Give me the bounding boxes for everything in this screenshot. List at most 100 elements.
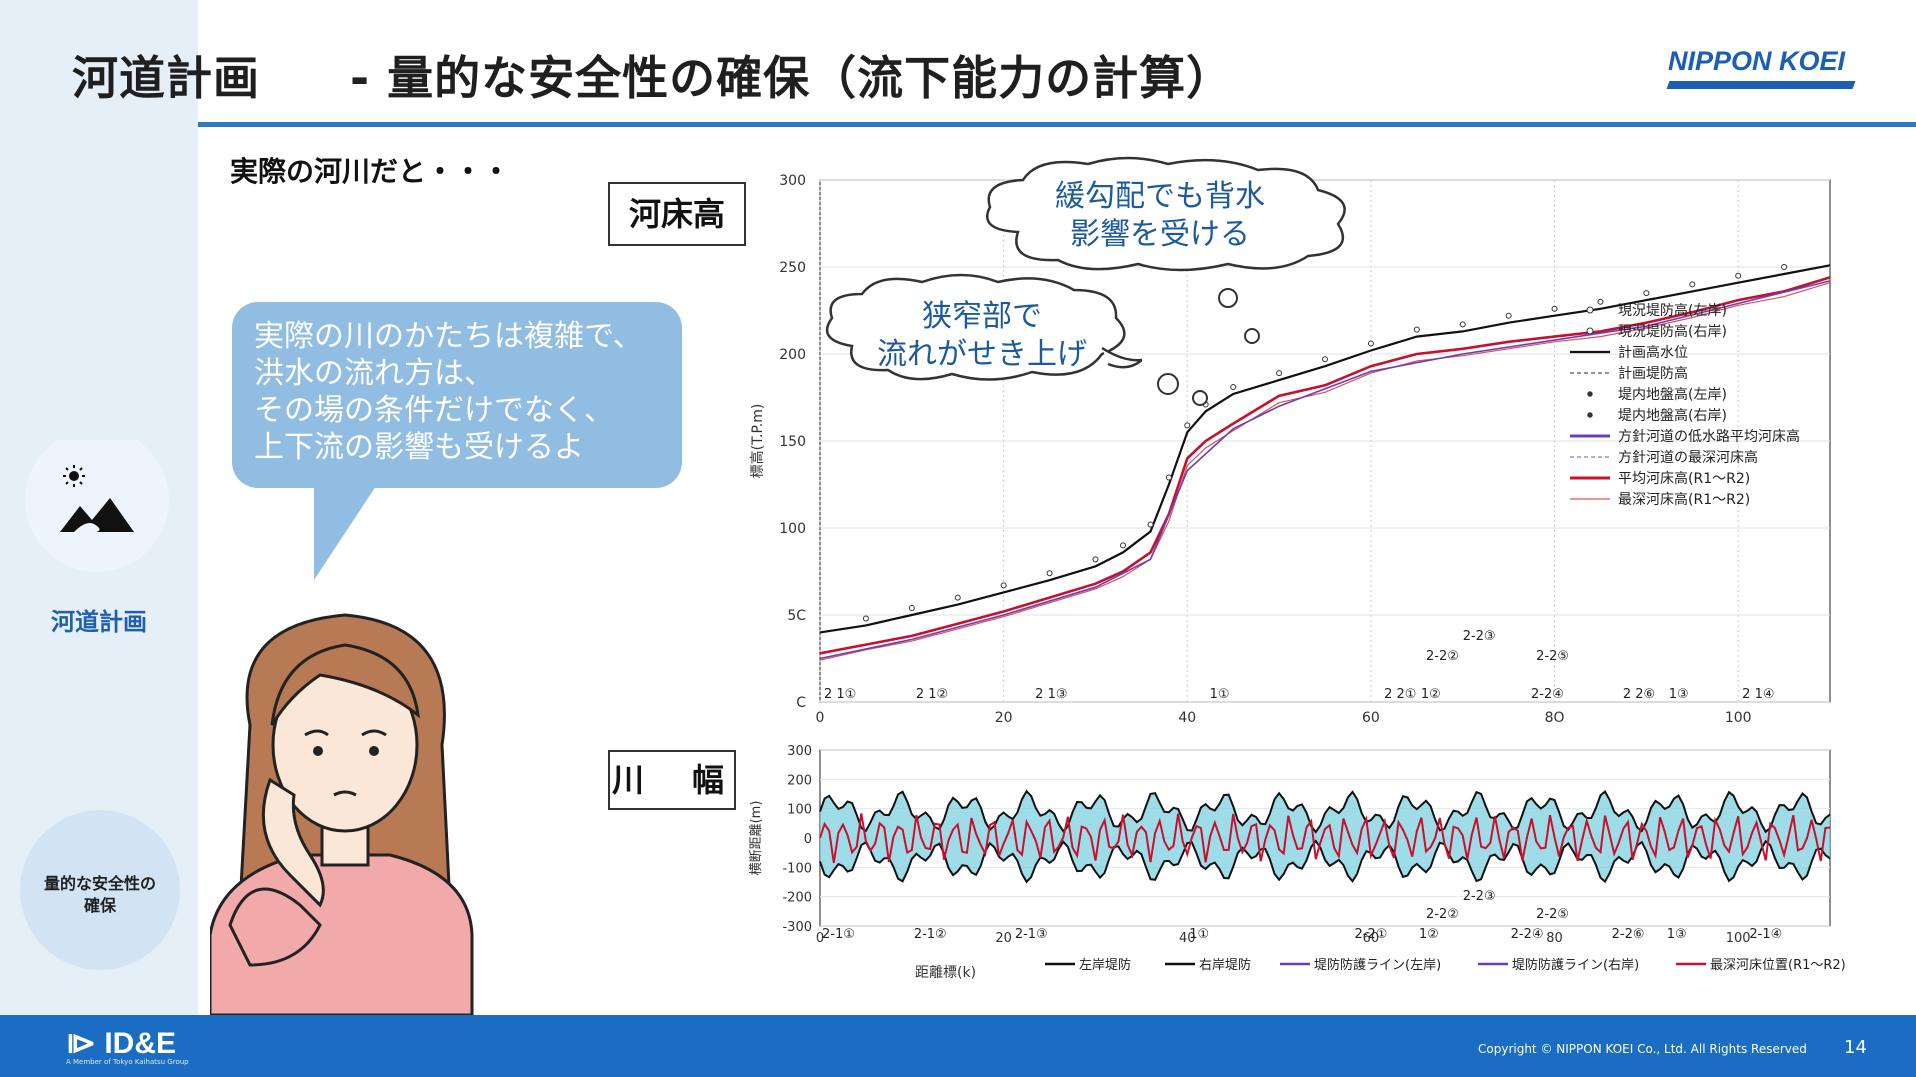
river-width-label: 川 幅: [608, 750, 736, 810]
cloud2-line-1: 狭窄部で: [922, 299, 1042, 334]
legend-label: 堤防防護ライン(左岸): [1314, 957, 1441, 973]
x-tick-label: 80: [1546, 931, 1563, 946]
river-planning-icon[interactable]: [12, 440, 182, 580]
levee-point: [1147, 521, 1154, 528]
thought-bubbles: [1157, 288, 1260, 406]
levee-point: [1092, 556, 1099, 563]
river-width-chart: -300 -200 -100 0 100 200 300 0 20 40 60 80 100 横断距離(m…: [749, 744, 1846, 981]
segment-label: 2-1③: [1015, 927, 1048, 942]
levee-point: [1459, 321, 1466, 328]
levee-point: [1781, 264, 1788, 270]
levee-point: [1735, 272, 1742, 279]
levee-point: [1597, 298, 1604, 305]
speech-bubble: [232, 302, 682, 488]
ide-logo: ⧐ ID&E: [66, 1026, 176, 1061]
riverbed-label: 河床高: [608, 182, 746, 246]
levee-point: [1230, 384, 1237, 391]
sidebar-item-safety-line2: 確保: [83, 896, 116, 915]
legend-label: 堤内地盤高(左岸): [1618, 386, 1727, 403]
levee-point: [1367, 340, 1374, 347]
y-tick-label: 200: [779, 347, 806, 363]
legend-label: 左岸堤防: [1079, 957, 1131, 973]
constriction-cloud: [826, 273, 1142, 381]
segment-label: 1②: [1419, 927, 1439, 942]
segment-label: 2 2①: [1384, 687, 1416, 702]
legend-label: 現況堤防高(右岸): [1618, 323, 1727, 340]
footer-bar: [0, 1015, 1916, 1077]
page-title: 河道計画 - 量的な安全性の確保（流下能力の計算）: [72, 42, 1233, 108]
speech-line-2: 洪水の流れ方は、: [254, 356, 494, 391]
speech-bubble-tail: [314, 480, 380, 580]
legend-swatch: [1587, 391, 1593, 397]
legend-label: 堤内地盤高(右岸): [1618, 407, 1727, 424]
segment-label-upper: 2-2⑤: [1536, 649, 1569, 664]
speech-line-1: 実際の川のかたちは複雑で、: [254, 319, 643, 354]
legend-label: 現況堤防高(左岸): [1618, 302, 1727, 319]
levee-point: [1413, 326, 1420, 333]
title-divider: [198, 122, 1916, 127]
right-levee-line: [819, 839, 1831, 884]
segment-label: 2 1④: [1742, 687, 1774, 702]
copyright-text: Copyright © NIPPON KOEI Co., Ltd. All Ri…: [1478, 1042, 1807, 1056]
y-tick-label: 100: [779, 521, 806, 537]
segment-label: 1①: [1189, 927, 1209, 942]
x-axis-label: 距離標(k): [915, 964, 976, 981]
segment-label: 2-2①: [1355, 927, 1388, 942]
legend-label: 堤防防護ライン(右岸): [1512, 957, 1639, 973]
cloud1-line-2: 影響を受ける: [1070, 217, 1250, 252]
y-tick-label: 300: [779, 173, 806, 189]
levee-point: [1046, 570, 1053, 577]
ide-logo-mark: ⧐: [66, 1027, 105, 1060]
y-axis-label: 横断距離(m): [749, 801, 764, 876]
left-levee-line: [819, 789, 1831, 834]
sidebar-item-safety-label[interactable]: 量的な安全性の 確保: [20, 873, 180, 917]
segment-label: 1③: [1669, 687, 1689, 702]
segment-label: 1①: [1210, 687, 1230, 702]
levee-point: [954, 594, 961, 601]
segment-label: 2-1①: [822, 927, 855, 942]
backwater-cloud-text: 緩勾配でも背水 影響を受ける: [1000, 178, 1320, 254]
page-number: 14: [1844, 1037, 1867, 1058]
levee-point: [1689, 281, 1696, 288]
cloud1-line-1: 緩勾配でも背水: [1055, 179, 1265, 214]
y-tick-label: -100: [782, 861, 812, 876]
sidebar-item-safety-line1: 量的な安全性の: [43, 874, 156, 893]
y-axis-label: 標高(T.P.m): [749, 404, 766, 479]
segment-label: 2-2④: [1511, 927, 1544, 942]
levee-point: [862, 615, 869, 622]
deepest-bed-line: [819, 813, 1831, 864]
levee-point: [1551, 305, 1558, 312]
legend-swatch: [1587, 412, 1593, 418]
legend-label: 計画堤防高: [1618, 365, 1688, 382]
y-tick-label: -300: [782, 920, 812, 935]
series-line: [819, 264, 1831, 634]
x-tick-label: 60: [1362, 710, 1380, 726]
logo-text: NIPPON KOEI: [1668, 46, 1846, 76]
constriction-cloud-text: 狭窄部で 流れがせき上げ: [852, 298, 1112, 374]
ide-logo-subtitle: A Member of Tokyo Kaihatsu Group: [66, 1058, 189, 1066]
segment-label: 1③: [1667, 927, 1687, 942]
x-tick-label: 8O: [1545, 710, 1565, 726]
speech-bubble-text: 実際の川のかたちは複雑で、 洪水の流れ方は、 その場の条件だけでなく、 上下流の…: [254, 318, 643, 466]
y-tick-label: C: [796, 695, 806, 711]
sidebar-item-safety-circle[interactable]: [20, 810, 180, 970]
legend-swatch: [1586, 306, 1594, 314]
segment-label: 2 1②: [916, 687, 948, 702]
levee-point: [1000, 582, 1007, 589]
series-line: [819, 276, 1831, 655]
segment-label: 1②: [1421, 687, 1441, 702]
speech-line-4: 上下流の影響も受けるよ: [254, 430, 584, 465]
thinking-woman-illustration: [210, 613, 474, 1015]
y-tick-label: 250: [779, 260, 806, 276]
levee-point: [908, 605, 915, 612]
sidebar-item-river-planning[interactable]: 河道計画: [51, 608, 147, 636]
speech-line-3: その場の条件だけでなく、: [254, 393, 614, 428]
cloud2-line-2: 流れがせき上げ: [877, 337, 1087, 372]
backwater-cloud: [986, 156, 1346, 272]
levee-point: [1165, 474, 1172, 481]
levee-point: [1184, 422, 1191, 429]
x-tick-label: 100: [1725, 710, 1752, 726]
legend-swatch: [1586, 327, 1594, 335]
levee-point: [1643, 290, 1650, 297]
series-line: [819, 280, 1831, 660]
